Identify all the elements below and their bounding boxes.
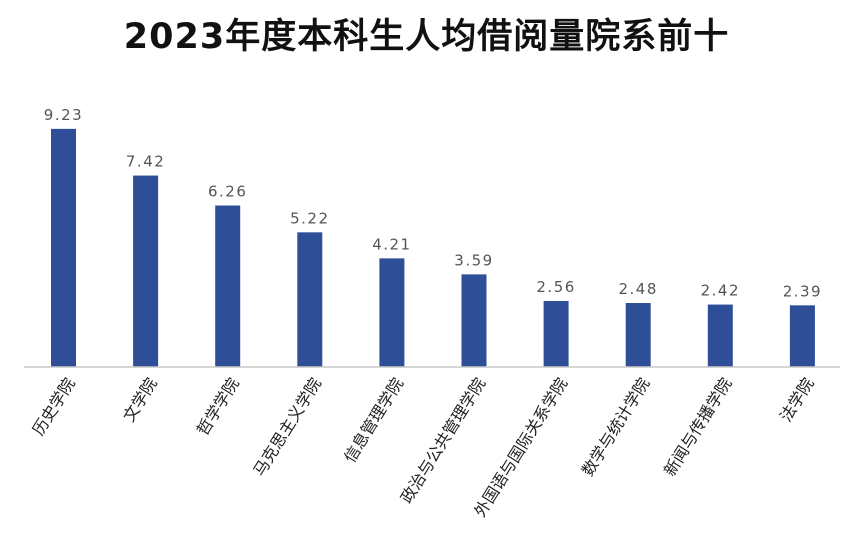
- bar-5: [379, 258, 405, 367]
- data-label-9: 2.42: [701, 282, 740, 300]
- category-label-6: 政治与公共管理学院: [397, 374, 489, 506]
- data-label-5: 4.21: [372, 235, 411, 253]
- bars-layer: [51, 128, 815, 367]
- category-label-8: 数学与统计学院: [578, 374, 653, 479]
- bar-2: [133, 175, 159, 367]
- data-label-4: 5.22: [290, 209, 329, 227]
- bar-1: [51, 128, 76, 367]
- category-label-3: 哲学学院: [193, 374, 243, 438]
- bar-4: [297, 232, 323, 367]
- data-label-7: 2.56: [536, 278, 575, 296]
- bar-7: [543, 300, 569, 367]
- category-label-5: 信息管理学院: [340, 374, 407, 465]
- data-label-10: 2.39: [783, 282, 822, 300]
- bar-10: [789, 305, 815, 367]
- category-label-9: 新闻与传播学院: [660, 374, 735, 479]
- data-label-6: 3.59: [454, 251, 493, 269]
- bar-8: [625, 303, 651, 367]
- chart-title: 2023年度本科生人均借阅量院系前十: [123, 17, 730, 57]
- data-label-8: 2.48: [618, 280, 657, 298]
- data-label-2: 7.42: [126, 153, 165, 171]
- category-label-10: 法学院: [776, 374, 818, 425]
- category-label-1: 历史学院: [29, 374, 79, 438]
- category-label-2: 文学院: [119, 374, 161, 425]
- bar-6: [461, 274, 487, 367]
- bar-9: [707, 304, 733, 367]
- data-label-1: 9.23: [44, 106, 83, 124]
- category-label-4: 马克思主义学院: [250, 374, 325, 479]
- bar-3: [215, 205, 241, 367]
- category-label-7: 外国语与国际关系学院: [470, 374, 571, 520]
- data-label-3: 6.26: [208, 182, 247, 200]
